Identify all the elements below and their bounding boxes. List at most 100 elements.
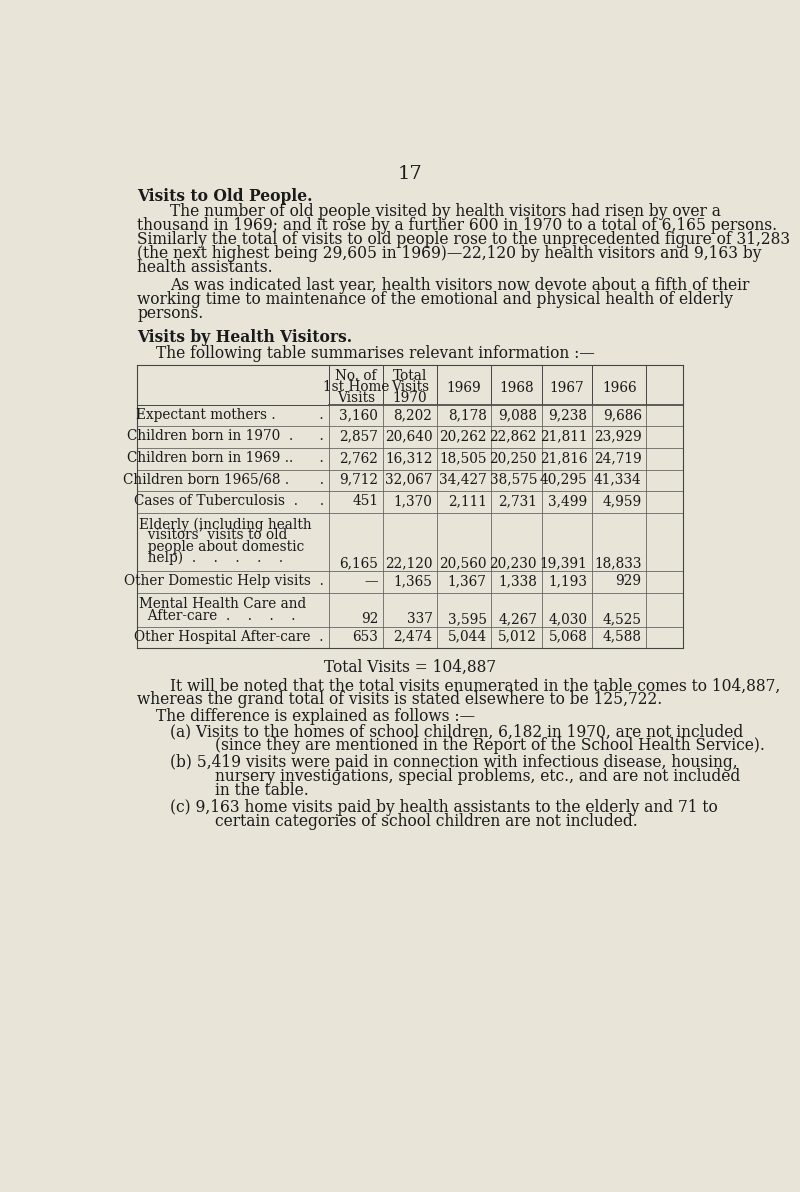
Text: 1,365: 1,365 (394, 575, 433, 588)
Text: 1969: 1969 (447, 381, 482, 395)
Text: 929: 929 (616, 575, 642, 588)
Text: Visits by Health Visitors.: Visits by Health Visitors. (138, 329, 352, 347)
Text: 3,595: 3,595 (448, 611, 486, 626)
Text: 4,525: 4,525 (602, 611, 642, 626)
Text: 337: 337 (406, 611, 433, 626)
Text: It will be noted that the total visits enumerated in the table comes to 104,887,: It will be noted that the total visits e… (170, 677, 780, 695)
Text: (c) 9,163 home visits paid by health assistants to the elderly and 71 to: (c) 9,163 home visits paid by health ass… (170, 799, 718, 817)
Text: 18,505: 18,505 (439, 451, 486, 465)
Text: Visits: Visits (391, 380, 429, 395)
Text: (b) 5,419 visits were paid in connection with infectious disease, housing,: (b) 5,419 visits were paid in connection… (170, 755, 738, 771)
Text: 32,067: 32,067 (385, 472, 433, 486)
Text: working time to maintenance of the emotional and physical health of elderly: working time to maintenance of the emoti… (138, 291, 734, 308)
Text: The difference is explained as follows :—: The difference is explained as follows :… (156, 708, 475, 725)
Text: Cases of Tuberculosis  .     .: Cases of Tuberculosis . . (134, 495, 324, 508)
Text: certain categories of school children are not included.: certain categories of school children ar… (214, 813, 638, 830)
Text: persons.: persons. (138, 305, 203, 322)
Text: Expectant mothers .          .: Expectant mothers . . (136, 408, 324, 422)
Text: 1,193: 1,193 (549, 575, 587, 588)
Text: 1,370: 1,370 (394, 495, 433, 508)
Text: 5,044: 5,044 (448, 629, 486, 644)
Text: Other Hospital After-care  .: Other Hospital After-care . (134, 629, 324, 644)
Text: in the table.: in the table. (214, 782, 309, 799)
Text: 8,202: 8,202 (394, 408, 433, 422)
Text: 3,499: 3,499 (548, 495, 587, 508)
Text: 451: 451 (352, 495, 378, 508)
Text: The number of old people visited by health visitors had risen by over a: The number of old people visited by heal… (170, 203, 721, 221)
Text: Visits: Visits (337, 391, 375, 405)
Text: 2,857: 2,857 (339, 429, 378, 443)
Text: 1970: 1970 (393, 391, 427, 405)
Text: Elderly (including health: Elderly (including health (138, 517, 311, 532)
Text: health assistants.: health assistants. (138, 259, 273, 275)
Text: Children born in 1970  .      .: Children born in 1970 . . (127, 429, 324, 443)
Text: Children born 1965/68 .       .: Children born 1965/68 . . (123, 472, 324, 486)
Text: (the next highest being 29,605 in 1969)—22,120 by health visitors and 9,163 by: (the next highest being 29,605 in 1969)—… (138, 244, 762, 262)
Text: 9,686: 9,686 (602, 408, 642, 422)
Text: (since they are mentioned in the Report of the School Health Service).: (since they are mentioned in the Report … (214, 738, 765, 755)
Text: visitors’ visits to old: visitors’ visits to old (138, 528, 287, 542)
Text: thousand in 1969; and it rose by a further 600 in 1970 to a total of 6,165 perso: thousand in 1969; and it rose by a furth… (138, 217, 778, 234)
Text: 18,833: 18,833 (594, 557, 642, 571)
Text: 5,012: 5,012 (498, 629, 537, 644)
Text: 20,250: 20,250 (490, 451, 537, 465)
Text: Mental Health Care and: Mental Health Care and (138, 597, 306, 611)
Text: 23,929: 23,929 (594, 429, 642, 443)
Text: 4,588: 4,588 (602, 629, 642, 644)
Text: 38,575: 38,575 (490, 472, 537, 486)
Text: 20,230: 20,230 (490, 557, 537, 571)
Text: Other Domestic Help visits  .: Other Domestic Help visits . (124, 575, 324, 588)
Text: 17: 17 (398, 164, 422, 182)
Text: 22,120: 22,120 (385, 557, 433, 571)
Text: 1,367: 1,367 (448, 575, 486, 588)
Text: help)  .    .    .    .    .: help) . . . . . (138, 551, 283, 565)
Text: 3,160: 3,160 (339, 408, 378, 422)
Text: Visits to Old People.: Visits to Old People. (138, 187, 313, 205)
Text: 9,088: 9,088 (498, 408, 537, 422)
Text: 653: 653 (352, 629, 378, 644)
Text: 34,427: 34,427 (439, 472, 486, 486)
Text: 2,731: 2,731 (498, 495, 537, 508)
Text: 4,267: 4,267 (498, 611, 537, 626)
Text: 21,816: 21,816 (540, 451, 587, 465)
Text: 4,030: 4,030 (549, 611, 587, 626)
Text: 4,959: 4,959 (602, 495, 642, 508)
Text: 9,238: 9,238 (549, 408, 587, 422)
Text: 20,262: 20,262 (439, 429, 486, 443)
Text: whereas the grand total of visits is stated elsewhere to be 125,722.: whereas the grand total of visits is sta… (138, 691, 662, 708)
Text: 1966: 1966 (602, 381, 637, 395)
Text: —: — (365, 575, 378, 588)
Text: Total: Total (393, 370, 427, 384)
Text: nursery investigations, special problems, etc., and are not included: nursery investigations, special problems… (214, 769, 740, 786)
Text: 1968: 1968 (499, 381, 534, 395)
Text: The following table summarises relevant information :—: The following table summarises relevant … (156, 344, 594, 362)
Text: 5,068: 5,068 (549, 629, 587, 644)
Text: Similarly the total of visits to old people rose to the unprecedented figure of : Similarly the total of visits to old peo… (138, 231, 790, 248)
Text: 20,560: 20,560 (439, 557, 486, 571)
Text: (a) Visits to the homes of school children, 6,182 in 1970, are not included: (a) Visits to the homes of school childr… (170, 724, 743, 740)
Text: 8,178: 8,178 (448, 408, 486, 422)
Text: 1967: 1967 (550, 381, 584, 395)
Text: After-care  .    .    .    .: After-care . . . . (138, 608, 295, 622)
Text: 40,295: 40,295 (540, 472, 587, 486)
Text: No. of: No. of (335, 370, 377, 384)
Text: people about domestic: people about domestic (138, 540, 304, 553)
Text: 2,762: 2,762 (339, 451, 378, 465)
Text: 16,312: 16,312 (385, 451, 433, 465)
Text: 6,165: 6,165 (339, 557, 378, 571)
Text: 1,338: 1,338 (498, 575, 537, 588)
Text: 92: 92 (361, 611, 378, 626)
Text: 20,640: 20,640 (385, 429, 433, 443)
Text: 2,111: 2,111 (448, 495, 486, 508)
Text: 22,862: 22,862 (490, 429, 537, 443)
Text: 9,712: 9,712 (339, 472, 378, 486)
Text: 2,474: 2,474 (394, 629, 433, 644)
Text: 24,719: 24,719 (594, 451, 642, 465)
Text: 1st Home: 1st Home (322, 380, 389, 395)
Text: Children born in 1969 ..      .: Children born in 1969 .. . (127, 451, 324, 465)
Text: 41,334: 41,334 (594, 472, 642, 486)
Text: 21,811: 21,811 (540, 429, 587, 443)
Text: Total Visits = 104,887: Total Visits = 104,887 (324, 659, 496, 676)
Text: As was indicated last year, health visitors now devote about a fifth of their: As was indicated last year, health visit… (170, 277, 749, 294)
Text: 19,391: 19,391 (540, 557, 587, 571)
